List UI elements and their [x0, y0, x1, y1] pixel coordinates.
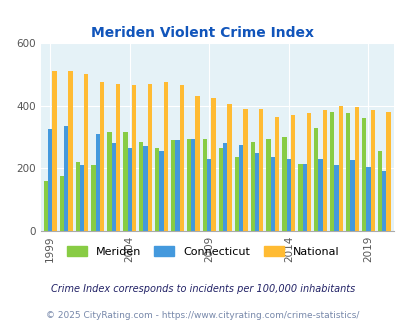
Bar	[370, 110, 374, 231]
Bar	[91, 165, 96, 231]
Bar	[175, 140, 179, 231]
Bar	[218, 148, 222, 231]
Bar	[361, 118, 365, 231]
Bar	[111, 143, 116, 231]
Text: Crime Index corresponds to incidents per 100,000 inhabitants: Crime Index corresponds to incidents per…	[51, 284, 354, 294]
Bar	[155, 148, 159, 231]
Bar	[147, 84, 152, 231]
Bar	[334, 165, 338, 231]
Bar	[381, 172, 386, 231]
Bar	[243, 109, 247, 231]
Bar	[191, 139, 195, 231]
Bar	[179, 85, 183, 231]
Bar	[254, 152, 258, 231]
Bar	[306, 114, 310, 231]
Bar	[354, 107, 358, 231]
Bar	[132, 85, 136, 231]
Bar	[234, 157, 238, 231]
Bar	[322, 110, 326, 231]
Bar	[345, 114, 350, 231]
Bar	[68, 71, 72, 231]
Bar	[266, 139, 270, 231]
Bar	[64, 126, 68, 231]
Bar	[48, 129, 52, 231]
Bar	[350, 160, 354, 231]
Bar	[227, 104, 231, 231]
Bar	[143, 147, 147, 231]
Bar	[195, 96, 199, 231]
Bar	[338, 106, 342, 231]
Text: © 2025 CityRating.com - https://www.cityrating.com/crime-statistics/: © 2025 CityRating.com - https://www.city…	[46, 311, 359, 320]
Bar	[318, 159, 322, 231]
Bar	[107, 132, 111, 231]
Legend: Meriden, Connecticut, National: Meriden, Connecticut, National	[62, 242, 343, 261]
Bar	[60, 176, 64, 231]
Bar	[52, 71, 56, 231]
Bar	[84, 74, 88, 231]
Bar	[274, 116, 279, 231]
Bar	[258, 109, 263, 231]
Bar	[80, 165, 84, 231]
Bar	[302, 164, 306, 231]
Bar	[96, 134, 100, 231]
Bar	[139, 142, 143, 231]
Bar	[290, 115, 294, 231]
Bar	[44, 181, 48, 231]
Bar	[222, 143, 227, 231]
Bar	[116, 84, 120, 231]
Bar	[100, 82, 104, 231]
Bar	[250, 142, 254, 231]
Bar	[159, 151, 163, 231]
Text: Meriden Violent Crime Index: Meriden Violent Crime Index	[91, 26, 314, 40]
Bar	[270, 157, 274, 231]
Bar	[386, 112, 390, 231]
Bar	[238, 145, 243, 231]
Bar	[377, 151, 381, 231]
Bar	[171, 140, 175, 231]
Bar	[207, 159, 211, 231]
Bar	[298, 164, 302, 231]
Bar	[329, 112, 334, 231]
Bar	[211, 98, 215, 231]
Bar	[286, 159, 290, 231]
Bar	[186, 139, 191, 231]
Bar	[365, 167, 370, 231]
Bar	[163, 82, 168, 231]
Bar	[202, 139, 207, 231]
Bar	[123, 132, 127, 231]
Bar	[313, 128, 318, 231]
Bar	[127, 148, 132, 231]
Bar	[75, 162, 80, 231]
Bar	[281, 137, 286, 231]
